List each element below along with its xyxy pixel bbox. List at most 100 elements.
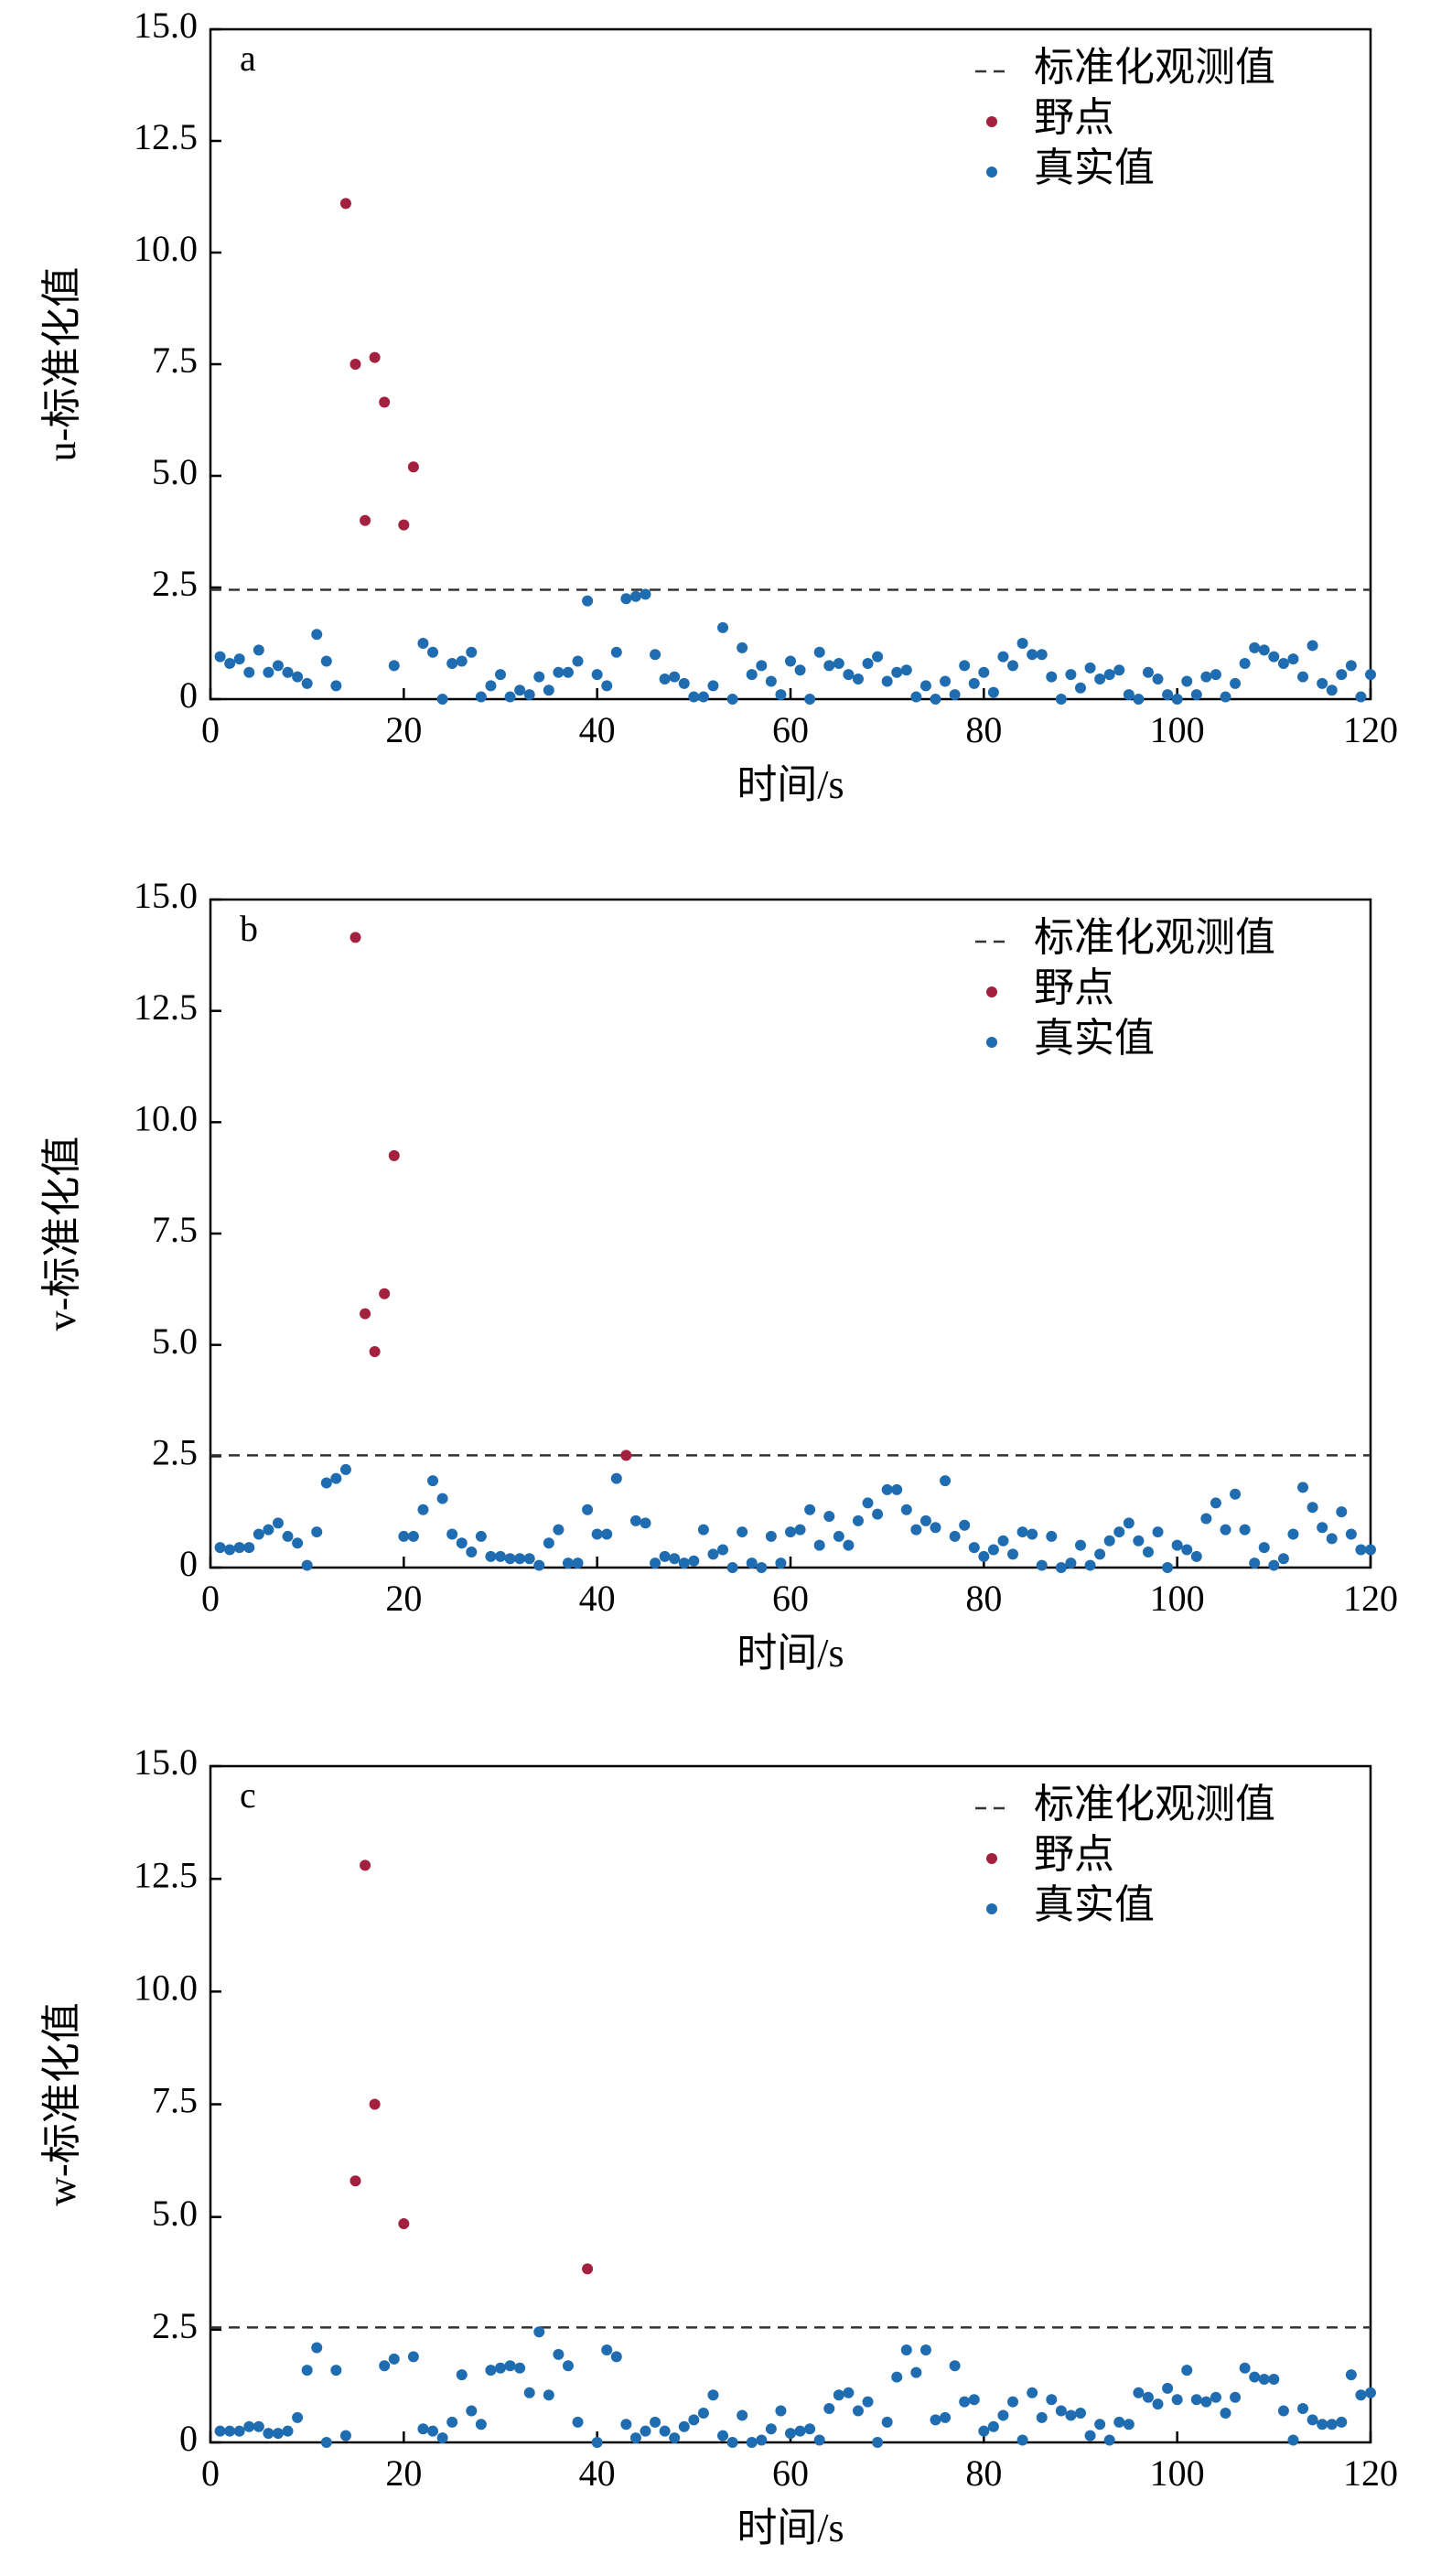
data-point [959,1519,971,1531]
data-point [514,1553,526,1565]
y-tick-label: 7.5 [152,2080,198,2121]
data-point [629,1514,641,1526]
data-point [514,2362,526,2374]
data-point [678,677,690,689]
data-point [311,1526,323,1538]
data-point [339,2430,351,2441]
data-point [407,461,419,473]
data-point [339,1463,351,1475]
data-point [940,675,952,687]
data-point [224,657,236,669]
x-tick-label: 40 [579,1578,616,1619]
data-point [1297,1482,1309,1493]
data-point [1345,2369,1357,2381]
data-point [1142,1546,1154,1557]
data-point [427,646,439,658]
data-point [1336,1506,1348,1518]
data-point [214,1542,226,1554]
data-point [891,666,903,678]
data-point [1355,691,1367,703]
data-point [756,660,768,672]
legend-swatch [986,1903,997,1914]
data-point [659,1550,671,1562]
data-point [533,1559,545,1571]
data-point [523,2387,535,2398]
data-point [843,1539,855,1551]
legend-label: 真实值 [1034,146,1155,190]
data-point [446,2416,458,2428]
data-point [504,1553,516,1565]
data-point [862,657,874,669]
y-tick-label: 7.5 [152,340,198,381]
data-point [669,671,681,683]
data-point [669,2432,681,2444]
data-point [339,198,351,210]
data-point [504,691,516,703]
data-point [659,674,671,685]
data-point [349,2175,361,2187]
data-point [417,1504,429,1515]
data-point [900,1504,912,1515]
data-point [591,2437,603,2448]
data-point [533,671,545,683]
data-point [823,1511,835,1523]
data-point [407,1530,419,1542]
y-tick-label: 2.5 [152,1432,198,1473]
data-point [1171,1539,1183,1551]
data-point [253,1528,264,1540]
data-point [1239,1524,1251,1536]
data-point [813,646,825,658]
y-tick-label: 0 [179,1543,198,1584]
data-point [1084,1559,1096,1571]
data-point [843,669,855,681]
data-point [707,680,719,692]
data-point [1239,2362,1251,2374]
data-point [1326,1533,1338,1545]
data-point [407,2351,419,2363]
data-point [282,666,294,678]
data-point [1181,1544,1193,1556]
data-point [610,2351,622,2363]
data-point [1046,2394,1058,2406]
data-point [1336,2416,1348,2428]
data-point [1181,675,1193,687]
data-point [214,2425,226,2437]
data-point [746,669,758,681]
chart: 0 2.5 5.0 7.5 10.0 12.5 15.0 0 20 40 60 80 100 120 时间/… [39,1741,1398,2550]
y-tick-label: 15.0 [134,5,198,46]
data-point [1365,2387,1376,2398]
data-point [919,680,931,692]
data-point [910,1524,922,1536]
data-point [688,2414,700,2426]
data-point [330,2365,342,2377]
data-point [1171,694,1183,705]
data-point [1210,1497,1221,1509]
data-point [872,1508,884,1520]
data-point [320,655,332,667]
data-point [930,2414,941,2426]
data-point [794,2425,806,2437]
data-point [1007,1548,1019,1560]
data-point [650,2416,661,2428]
data-point [1055,694,1067,705]
data-point [1258,1542,1270,1554]
data-point [1055,1562,1067,1573]
data-point [910,2366,922,2378]
legend-swatch [986,116,997,127]
x-tick-label: 40 [579,2452,616,2494]
data-point [349,932,361,943]
data-point [1075,1539,1086,1551]
data-point [572,2416,584,2428]
y-tick-label: 12.5 [134,116,198,157]
data-point [872,651,884,663]
data-point [1365,669,1376,681]
data-point [707,1548,719,1560]
data-point [601,680,613,692]
data-point [591,1528,603,1540]
data-point [1297,671,1309,683]
y-tick-label: 12.5 [134,1854,198,1895]
data-point [292,2411,304,2423]
data-point [311,2342,323,2354]
data-point [1036,2411,1048,2423]
data-point [320,2437,332,2448]
